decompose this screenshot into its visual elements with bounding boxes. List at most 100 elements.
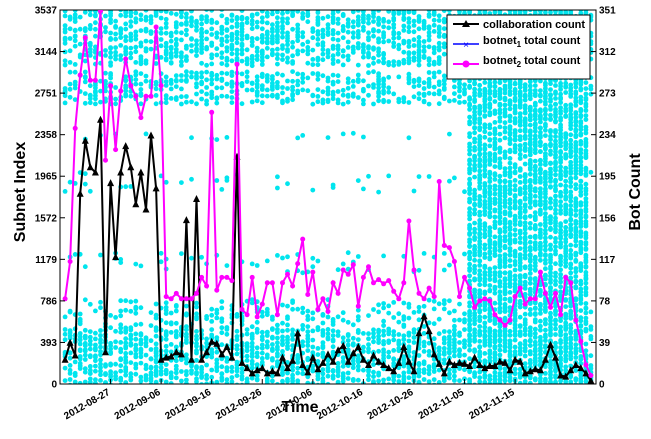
- scatter-point: [123, 34, 128, 39]
- scatter-point: [523, 220, 528, 225]
- scatter-point: [351, 377, 356, 382]
- scatter-point: [493, 192, 498, 197]
- scatter-point: [493, 220, 498, 225]
- scatter-point: [285, 181, 290, 186]
- scatter-point: [194, 329, 199, 334]
- scatter-point: [477, 83, 482, 88]
- scatter-point: [477, 194, 482, 199]
- scatter-point: [63, 332, 68, 337]
- scatter-point: [584, 246, 589, 251]
- scatter-point: [118, 43, 123, 48]
- scatter-point: [214, 350, 219, 355]
- scatter-point: [235, 30, 240, 35]
- scatter-point: [133, 262, 138, 267]
- scatter-point: [558, 204, 563, 209]
- scatter-point: [487, 283, 492, 288]
- scatter-point: [144, 58, 149, 63]
- collaboration-point: [153, 184, 160, 191]
- scatter-point: [548, 253, 553, 258]
- scatter-point: [487, 288, 492, 293]
- scatter-point: [68, 328, 73, 333]
- scatter-point: [154, 313, 159, 318]
- scatter-point: [305, 61, 310, 66]
- scatter-point: [316, 99, 321, 104]
- scatter-point: [503, 217, 508, 222]
- scatter-point: [528, 84, 533, 89]
- scatter-point: [245, 74, 250, 79]
- scatter-point: [518, 341, 523, 346]
- scatter-point: [118, 298, 123, 303]
- scatter-point: [477, 104, 482, 109]
- scatter-point: [366, 63, 371, 68]
- scatter-point: [88, 335, 93, 340]
- scatter-point: [240, 22, 245, 27]
- scatter-point: [584, 253, 589, 258]
- scatter-point: [103, 29, 108, 34]
- scatter-point: [533, 108, 538, 113]
- scatter-point: [523, 339, 528, 344]
- scatter-point: [199, 70, 204, 75]
- scatter-point: [113, 85, 118, 90]
- scatter-point: [230, 13, 235, 18]
- scatter-point: [184, 54, 189, 59]
- scatter-point: [300, 306, 305, 311]
- scatter-point: [113, 370, 118, 375]
- scatter-point: [573, 258, 578, 263]
- scatter-point: [493, 215, 498, 220]
- scatter-point: [503, 84, 508, 89]
- scatter-point: [498, 178, 503, 183]
- scatter-point: [139, 375, 144, 380]
- scatter-point: [578, 107, 583, 112]
- scatter-point: [194, 19, 199, 24]
- scatter-point: [83, 80, 88, 85]
- scatter-point: [270, 48, 275, 53]
- scatter-point: [477, 282, 482, 287]
- scatter-point: [209, 307, 214, 312]
- scatter-point: [371, 370, 376, 375]
- scatter-point: [159, 26, 164, 31]
- scatter-point: [164, 368, 169, 373]
- scatter-point: [265, 55, 270, 60]
- scatter-point: [285, 86, 290, 91]
- scatter-point: [285, 56, 290, 61]
- scatter-point: [133, 30, 138, 35]
- scatter-point: [128, 19, 133, 24]
- scatter-point: [396, 9, 401, 14]
- scatter-point: [316, 87, 321, 92]
- scatter-point: [184, 94, 189, 99]
- scatter-point: [432, 85, 437, 90]
- scatter-point: [310, 102, 315, 107]
- scatter-point: [578, 155, 583, 160]
- scatter-point: [300, 88, 305, 93]
- scatter-point: [452, 374, 457, 379]
- scatter-point: [371, 61, 376, 66]
- scatter-point: [174, 329, 179, 334]
- scatter-point: [391, 92, 396, 97]
- scatter-point: [452, 324, 457, 329]
- scatter-point: [174, 12, 179, 17]
- scatter-point: [118, 356, 123, 361]
- scatter-point: [462, 327, 467, 332]
- scatter-point: [503, 209, 508, 214]
- scatter-point: [209, 18, 214, 23]
- scatter-point: [68, 309, 73, 314]
- scatter-point: [184, 332, 189, 337]
- scatter-point: [381, 40, 386, 45]
- scatter-point: [93, 102, 98, 107]
- scatter-point: [230, 58, 235, 63]
- scatter-point: [513, 81, 518, 86]
- scatter-point: [407, 50, 412, 55]
- scatter-point: [437, 55, 442, 60]
- scatter-point: [528, 184, 533, 189]
- scatter-point: [427, 349, 432, 354]
- scatter-point: [498, 254, 503, 259]
- scatter-point: [113, 101, 118, 106]
- scatter-point: [78, 347, 83, 352]
- scatter-point: [275, 327, 280, 332]
- scatter-point: [381, 339, 386, 344]
- scatter-point: [361, 331, 366, 336]
- scatter-point: [255, 20, 260, 25]
- scatter-point: [214, 316, 219, 321]
- scatter-point: [108, 50, 113, 55]
- scatter-point: [493, 285, 498, 290]
